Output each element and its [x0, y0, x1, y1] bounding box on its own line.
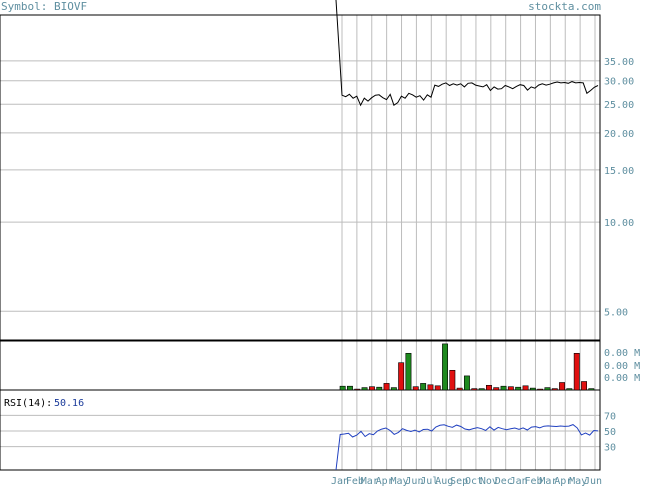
x-tick-label: Mar: [361, 476, 379, 486]
x-tick-label: Jan: [510, 476, 528, 486]
price-line: [335, 0, 599, 107]
volume-bar: [442, 343, 448, 391]
price-series: [335, 0, 599, 107]
volume-bar: [573, 352, 580, 391]
volume-bar: [493, 387, 500, 391]
x-tick-label: May: [569, 476, 587, 486]
volume-bar: [405, 352, 412, 391]
price-tick-label: 15.00: [604, 166, 634, 177]
volume-bar: [515, 386, 522, 391]
x-axis: JanFebMarAprMayJunJulAugSepOctNovDecJanF…: [331, 476, 602, 486]
volume-bar: [588, 388, 595, 391]
volume-bar: [412, 386, 419, 391]
rsi-tick-label: 30: [604, 443, 616, 454]
x-tick-label: Feb: [524, 476, 542, 486]
volume-bar: [544, 387, 551, 391]
volume-bar: [398, 362, 405, 391]
volume-bar: [529, 387, 536, 391]
x-tick-label: Sep: [450, 476, 468, 486]
x-tick-label: Apr: [376, 476, 394, 486]
volume-bar: [507, 386, 514, 391]
x-tick-label: Apr: [554, 476, 572, 486]
site-label[interactable]: stockta.com: [528, 0, 601, 13]
rsi-tick-label: 50: [604, 427, 616, 438]
price-axis: 35.00 30.00 25.00 20.00 15.00 10.00 5.00: [604, 57, 634, 318]
volume-bar: [478, 388, 485, 391]
volume-tick-label: 0.00 M: [604, 361, 640, 372]
x-tick-label: Jun: [584, 476, 602, 486]
volume-bar: [551, 388, 558, 391]
volume-panel-frame: [0, 340, 601, 391]
symbol-label: Symbol: BIOVF: [1, 0, 88, 13]
volume-bar: [434, 385, 441, 391]
volume-bar: [390, 387, 397, 391]
price-tick-label: 20.00: [604, 129, 634, 140]
rsi-line: [335, 424, 599, 471]
volume-bar: [559, 382, 566, 391]
volume-bar: [463, 375, 470, 391]
x-tick-label: Aug: [435, 476, 453, 486]
volume-series: [339, 343, 595, 391]
volume-bar: [500, 385, 507, 391]
volume-bar: [566, 388, 573, 391]
x-tick-label: Nov: [480, 476, 498, 486]
x-tick-label: Jul: [420, 476, 438, 486]
volume-bar: [346, 385, 353, 391]
volume-bar: [420, 383, 427, 391]
volume-bar: [376, 386, 383, 391]
volume-tick-label: 0.00 M: [604, 348, 640, 359]
volume-bar: [361, 387, 368, 391]
volume-axis: 0.00 M0.00 M0.00 M: [604, 348, 640, 384]
x-tick-label: Mar: [539, 476, 557, 486]
rsi-tick-label: 70: [604, 411, 616, 422]
price-tick-label: 5.00: [604, 307, 628, 318]
volume-tick-label: 0.00 M: [604, 373, 640, 384]
x-tick-label: Feb: [346, 476, 364, 486]
volume-bar: [449, 369, 456, 391]
price-tick-label: 25.00: [604, 100, 634, 111]
x-tick-label: Oct: [465, 476, 483, 486]
volume-bar: [537, 388, 544, 391]
volume-bar: [456, 387, 463, 391]
price-panel-frame: [0, 14, 601, 341]
rsi-label: RSI(14):: [4, 398, 52, 409]
x-tick-label: May: [391, 476, 409, 486]
price-tick-label: 35.00: [604, 57, 634, 68]
x-tick-label: Dec: [495, 476, 513, 486]
volume-bar: [383, 383, 390, 391]
volume-bar: [339, 385, 346, 391]
price-tick-label: 10.00: [604, 218, 634, 229]
rsi-panel-frame: [0, 389, 601, 471]
volume-bar: [522, 385, 529, 391]
volume-bar: [427, 384, 434, 391]
chart-grid: [0, 15, 600, 470]
volume-bar: [581, 381, 588, 391]
x-tick-label: Jan: [331, 476, 349, 486]
volume-bar: [354, 388, 361, 391]
price-tick-label: 30.00: [604, 77, 634, 88]
volume-bar: [485, 384, 492, 391]
volume-bar: [368, 386, 375, 391]
volume-bar: [471, 388, 478, 391]
rsi-series: [335, 424, 599, 471]
rsi-axis: 70 50 30: [604, 411, 616, 453]
x-tick-label: Jun: [405, 476, 423, 486]
rsi-last-value: 50.16: [54, 398, 84, 409]
